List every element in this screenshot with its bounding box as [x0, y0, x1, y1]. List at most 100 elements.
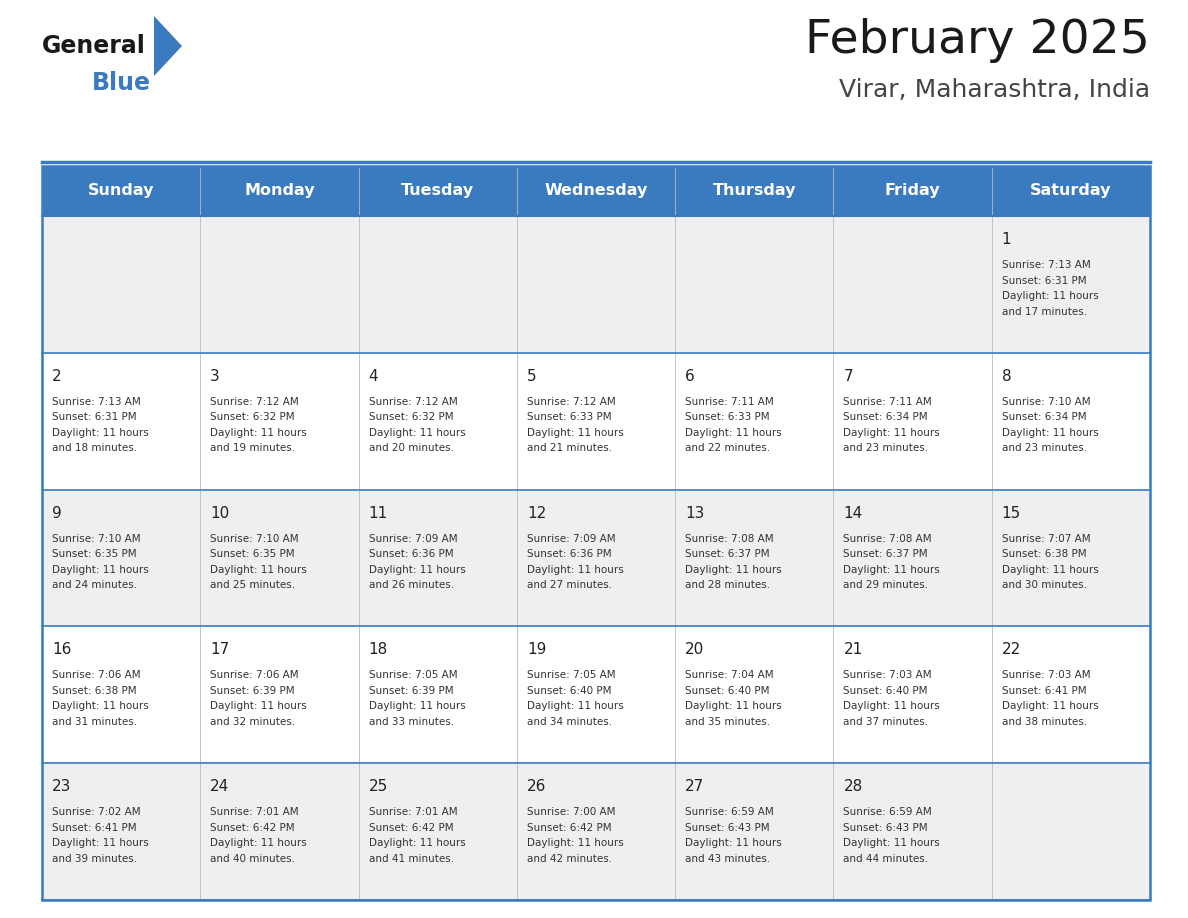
- Text: Sunset: 6:31 PM: Sunset: 6:31 PM: [1001, 275, 1086, 285]
- Text: and 31 minutes.: and 31 minutes.: [52, 717, 137, 727]
- Text: and 35 minutes.: and 35 minutes.: [685, 717, 770, 727]
- Text: 16: 16: [52, 643, 71, 657]
- Polygon shape: [154, 16, 182, 76]
- Text: Sunrise: 7:00 AM: Sunrise: 7:00 AM: [526, 807, 615, 817]
- Text: Sunset: 6:31 PM: Sunset: 6:31 PM: [52, 412, 137, 422]
- Text: Daylight: 11 hours: Daylight: 11 hours: [210, 838, 307, 848]
- Text: Sunset: 6:33 PM: Sunset: 6:33 PM: [526, 412, 612, 422]
- Bar: [42, 763, 1150, 900]
- Text: Sunset: 6:41 PM: Sunset: 6:41 PM: [1001, 686, 1086, 696]
- Text: 19: 19: [526, 643, 546, 657]
- Text: Daylight: 11 hours: Daylight: 11 hours: [368, 701, 466, 711]
- Text: and 34 minutes.: and 34 minutes.: [526, 717, 612, 727]
- Text: Monday: Monday: [244, 184, 315, 198]
- Text: 26: 26: [526, 779, 546, 794]
- Text: Sunset: 6:43 PM: Sunset: 6:43 PM: [685, 823, 770, 833]
- Text: Virar, Maharashtra, India: Virar, Maharashtra, India: [839, 78, 1150, 102]
- Text: Daylight: 11 hours: Daylight: 11 hours: [685, 838, 782, 848]
- Text: Sunrise: 6:59 AM: Sunrise: 6:59 AM: [843, 807, 933, 817]
- Text: Daylight: 11 hours: Daylight: 11 hours: [368, 565, 466, 575]
- Text: Sunrise: 7:12 AM: Sunrise: 7:12 AM: [210, 397, 299, 407]
- Text: Sunrise: 7:06 AM: Sunrise: 7:06 AM: [52, 670, 140, 680]
- Text: 8: 8: [1001, 369, 1011, 384]
- Text: Daylight: 11 hours: Daylight: 11 hours: [685, 565, 782, 575]
- Text: and 23 minutes.: and 23 minutes.: [843, 443, 929, 453]
- Text: and 22 minutes.: and 22 minutes.: [685, 443, 770, 453]
- Text: and 38 minutes.: and 38 minutes.: [1001, 717, 1087, 727]
- Text: and 24 minutes.: and 24 minutes.: [52, 580, 137, 590]
- Text: Sunset: 6:36 PM: Sunset: 6:36 PM: [526, 549, 612, 559]
- Text: Daylight: 11 hours: Daylight: 11 hours: [210, 565, 307, 575]
- Text: 13: 13: [685, 506, 704, 521]
- Text: Sunset: 6:41 PM: Sunset: 6:41 PM: [52, 823, 137, 833]
- Text: 3: 3: [210, 369, 220, 384]
- Text: 7: 7: [843, 369, 853, 384]
- Text: Sunrise: 7:13 AM: Sunrise: 7:13 AM: [1001, 260, 1091, 270]
- Text: Daylight: 11 hours: Daylight: 11 hours: [843, 565, 940, 575]
- Text: and 17 minutes.: and 17 minutes.: [1001, 307, 1087, 317]
- Text: Sunrise: 7:04 AM: Sunrise: 7:04 AM: [685, 670, 773, 680]
- Bar: [42, 626, 1150, 763]
- Bar: [42, 353, 1150, 489]
- Text: Sunset: 6:35 PM: Sunset: 6:35 PM: [52, 549, 137, 559]
- Text: Sunrise: 7:10 AM: Sunrise: 7:10 AM: [52, 533, 140, 543]
- Text: 14: 14: [843, 506, 862, 521]
- Text: Sunset: 6:32 PM: Sunset: 6:32 PM: [210, 412, 295, 422]
- Text: Sunday: Sunday: [88, 184, 154, 198]
- Text: and 27 minutes.: and 27 minutes.: [526, 580, 612, 590]
- Text: Sunset: 6:42 PM: Sunset: 6:42 PM: [526, 823, 612, 833]
- Text: Daylight: 11 hours: Daylight: 11 hours: [526, 565, 624, 575]
- Text: Sunrise: 7:01 AM: Sunrise: 7:01 AM: [210, 807, 299, 817]
- Text: Sunset: 6:42 PM: Sunset: 6:42 PM: [210, 823, 295, 833]
- Text: Sunrise: 7:12 AM: Sunrise: 7:12 AM: [526, 397, 615, 407]
- Text: Saturday: Saturday: [1030, 184, 1112, 198]
- Text: Sunrise: 7:08 AM: Sunrise: 7:08 AM: [843, 533, 933, 543]
- Text: February 2025: February 2025: [805, 17, 1150, 62]
- Text: Daylight: 11 hours: Daylight: 11 hours: [210, 701, 307, 711]
- Text: and 21 minutes.: and 21 minutes.: [526, 443, 612, 453]
- Bar: [42, 166, 1150, 216]
- Text: Sunrise: 7:13 AM: Sunrise: 7:13 AM: [52, 397, 140, 407]
- Text: 17: 17: [210, 643, 229, 657]
- Text: 27: 27: [685, 779, 704, 794]
- Text: Sunrise: 7:02 AM: Sunrise: 7:02 AM: [52, 807, 140, 817]
- Text: Sunrise: 7:01 AM: Sunrise: 7:01 AM: [368, 807, 457, 817]
- Text: 9: 9: [52, 506, 62, 521]
- Text: Sunrise: 7:11 AM: Sunrise: 7:11 AM: [685, 397, 773, 407]
- Text: and 43 minutes.: and 43 minutes.: [685, 854, 770, 864]
- Text: 18: 18: [368, 643, 387, 657]
- Text: 6: 6: [685, 369, 695, 384]
- Text: Sunset: 6:35 PM: Sunset: 6:35 PM: [210, 549, 295, 559]
- Text: Sunrise: 7:11 AM: Sunrise: 7:11 AM: [843, 397, 933, 407]
- Text: and 41 minutes.: and 41 minutes.: [368, 854, 454, 864]
- Text: Wednesday: Wednesday: [544, 184, 647, 198]
- Text: Sunset: 6:34 PM: Sunset: 6:34 PM: [1001, 412, 1086, 422]
- Text: Sunrise: 7:07 AM: Sunrise: 7:07 AM: [1001, 533, 1091, 543]
- Text: Sunset: 6:37 PM: Sunset: 6:37 PM: [843, 549, 928, 559]
- Text: Daylight: 11 hours: Daylight: 11 hours: [52, 565, 148, 575]
- Text: Sunset: 6:39 PM: Sunset: 6:39 PM: [368, 686, 453, 696]
- Text: 4: 4: [368, 369, 378, 384]
- Text: and 18 minutes.: and 18 minutes.: [52, 443, 137, 453]
- Text: and 19 minutes.: and 19 minutes.: [210, 443, 296, 453]
- Text: Sunset: 6:34 PM: Sunset: 6:34 PM: [843, 412, 928, 422]
- Text: Daylight: 11 hours: Daylight: 11 hours: [526, 701, 624, 711]
- Text: General: General: [42, 34, 146, 58]
- Text: 21: 21: [843, 643, 862, 657]
- Text: Sunset: 6:40 PM: Sunset: 6:40 PM: [685, 686, 770, 696]
- Text: Sunset: 6:37 PM: Sunset: 6:37 PM: [685, 549, 770, 559]
- Text: and 39 minutes.: and 39 minutes.: [52, 854, 137, 864]
- Text: 25: 25: [368, 779, 387, 794]
- Text: and 28 minutes.: and 28 minutes.: [685, 580, 770, 590]
- Text: Sunrise: 7:09 AM: Sunrise: 7:09 AM: [526, 533, 615, 543]
- Text: and 42 minutes.: and 42 minutes.: [526, 854, 612, 864]
- Text: 24: 24: [210, 779, 229, 794]
- Bar: [42, 166, 1150, 900]
- Text: Sunrise: 6:59 AM: Sunrise: 6:59 AM: [685, 807, 773, 817]
- Text: Daylight: 11 hours: Daylight: 11 hours: [843, 428, 940, 438]
- Text: Sunset: 6:33 PM: Sunset: 6:33 PM: [685, 412, 770, 422]
- Text: Tuesday: Tuesday: [402, 184, 474, 198]
- Text: 10: 10: [210, 506, 229, 521]
- Text: and 25 minutes.: and 25 minutes.: [210, 580, 296, 590]
- Text: Sunset: 6:32 PM: Sunset: 6:32 PM: [368, 412, 453, 422]
